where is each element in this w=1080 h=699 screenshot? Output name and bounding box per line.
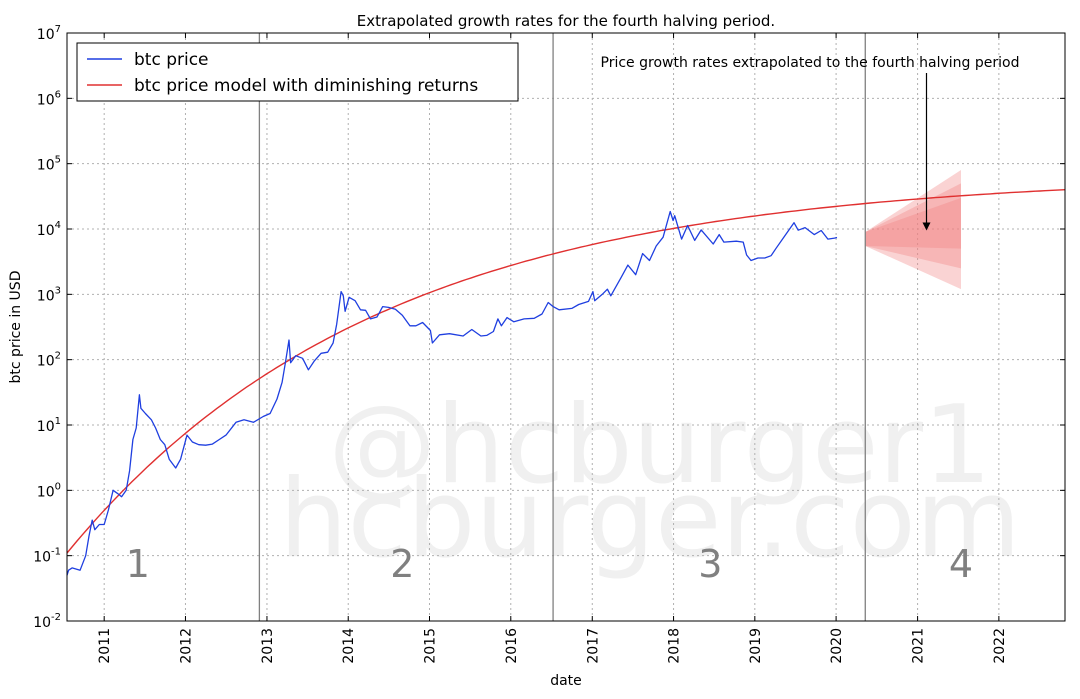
y-tick-label: 10-1 bbox=[33, 547, 61, 566]
period-label: 3 bbox=[698, 542, 722, 586]
x-tick-label: 2013 bbox=[260, 628, 276, 664]
period-label: 1 bbox=[126, 542, 150, 586]
chart-title: Extrapolated growth rates for the fourth… bbox=[357, 12, 775, 30]
projection-band-layer bbox=[865, 183, 962, 269]
x-tick-label: 2017 bbox=[585, 628, 601, 664]
x-tick-label: 2014 bbox=[341, 628, 357, 664]
y-tick-label: 107 bbox=[37, 24, 61, 43]
x-tick-label: 2016 bbox=[504, 628, 520, 664]
x-tick-label: 2011 bbox=[97, 628, 113, 664]
period-labels: 1 2 3 4 bbox=[126, 542, 973, 586]
series-line-model bbox=[66, 189, 1066, 554]
annotation: Price growth rates extrapolated to the f… bbox=[601, 55, 1020, 231]
y-axis-label: btc price in USD bbox=[8, 271, 24, 384]
y-tick-label: 105 bbox=[37, 155, 61, 174]
y-tick-label: 104 bbox=[37, 220, 61, 239]
watermark-text: @hcburger1 bbox=[328, 383, 991, 508]
x-tick-label: 2022 bbox=[992, 628, 1008, 664]
y-tick-label: 101 bbox=[37, 416, 61, 435]
plot-frame bbox=[66, 32, 1066, 622]
watermark-text: hcburger.com bbox=[279, 457, 1021, 582]
x-tick-label: 2021 bbox=[911, 628, 927, 664]
x-tick-label: 2018 bbox=[667, 628, 683, 664]
annotation-arrow-head bbox=[922, 222, 931, 231]
halving-lines bbox=[258, 33, 866, 621]
y-axis-ticks: 10-2 10-1 100 101 102 103 104 105 106 107 bbox=[33, 24, 1065, 631]
y-tick-label: 100 bbox=[37, 481, 61, 500]
y-tick-label: 102 bbox=[37, 351, 61, 370]
annotation-text: Price growth rates extrapolated to the f… bbox=[601, 55, 1020, 71]
period-label: 2 bbox=[390, 542, 414, 586]
y-tick-label: 10-2 bbox=[33, 612, 61, 631]
projection-band-layer bbox=[865, 169, 962, 290]
legend-box bbox=[76, 42, 519, 102]
period-label: 4 bbox=[949, 542, 973, 586]
y-tick-label: 106 bbox=[37, 89, 61, 108]
x-axis-label: date bbox=[550, 673, 582, 689]
x-axis-ticks: 2011 2012 2013 2014 2015 2016 2017 2018 2019 2020… bbox=[97, 33, 1008, 664]
x-tick-label: 2012 bbox=[178, 628, 194, 664]
x-tick-label: 2020 bbox=[829, 628, 845, 664]
legend: btc price btc price model with diminishi… bbox=[76, 42, 519, 102]
legend-label-model: btc price model with diminishing returns bbox=[134, 76, 478, 96]
x-tick-label: 2015 bbox=[423, 628, 439, 664]
series-lines bbox=[66, 189, 1066, 576]
projection-band-layer bbox=[865, 197, 962, 249]
legend-label-btc-price: btc price bbox=[134, 50, 209, 70]
projection-band bbox=[865, 169, 962, 290]
series-line-btc-price bbox=[66, 210, 838, 576]
y-tick-label: 103 bbox=[37, 285, 61, 304]
x-tick-label: 2019 bbox=[748, 628, 764, 664]
